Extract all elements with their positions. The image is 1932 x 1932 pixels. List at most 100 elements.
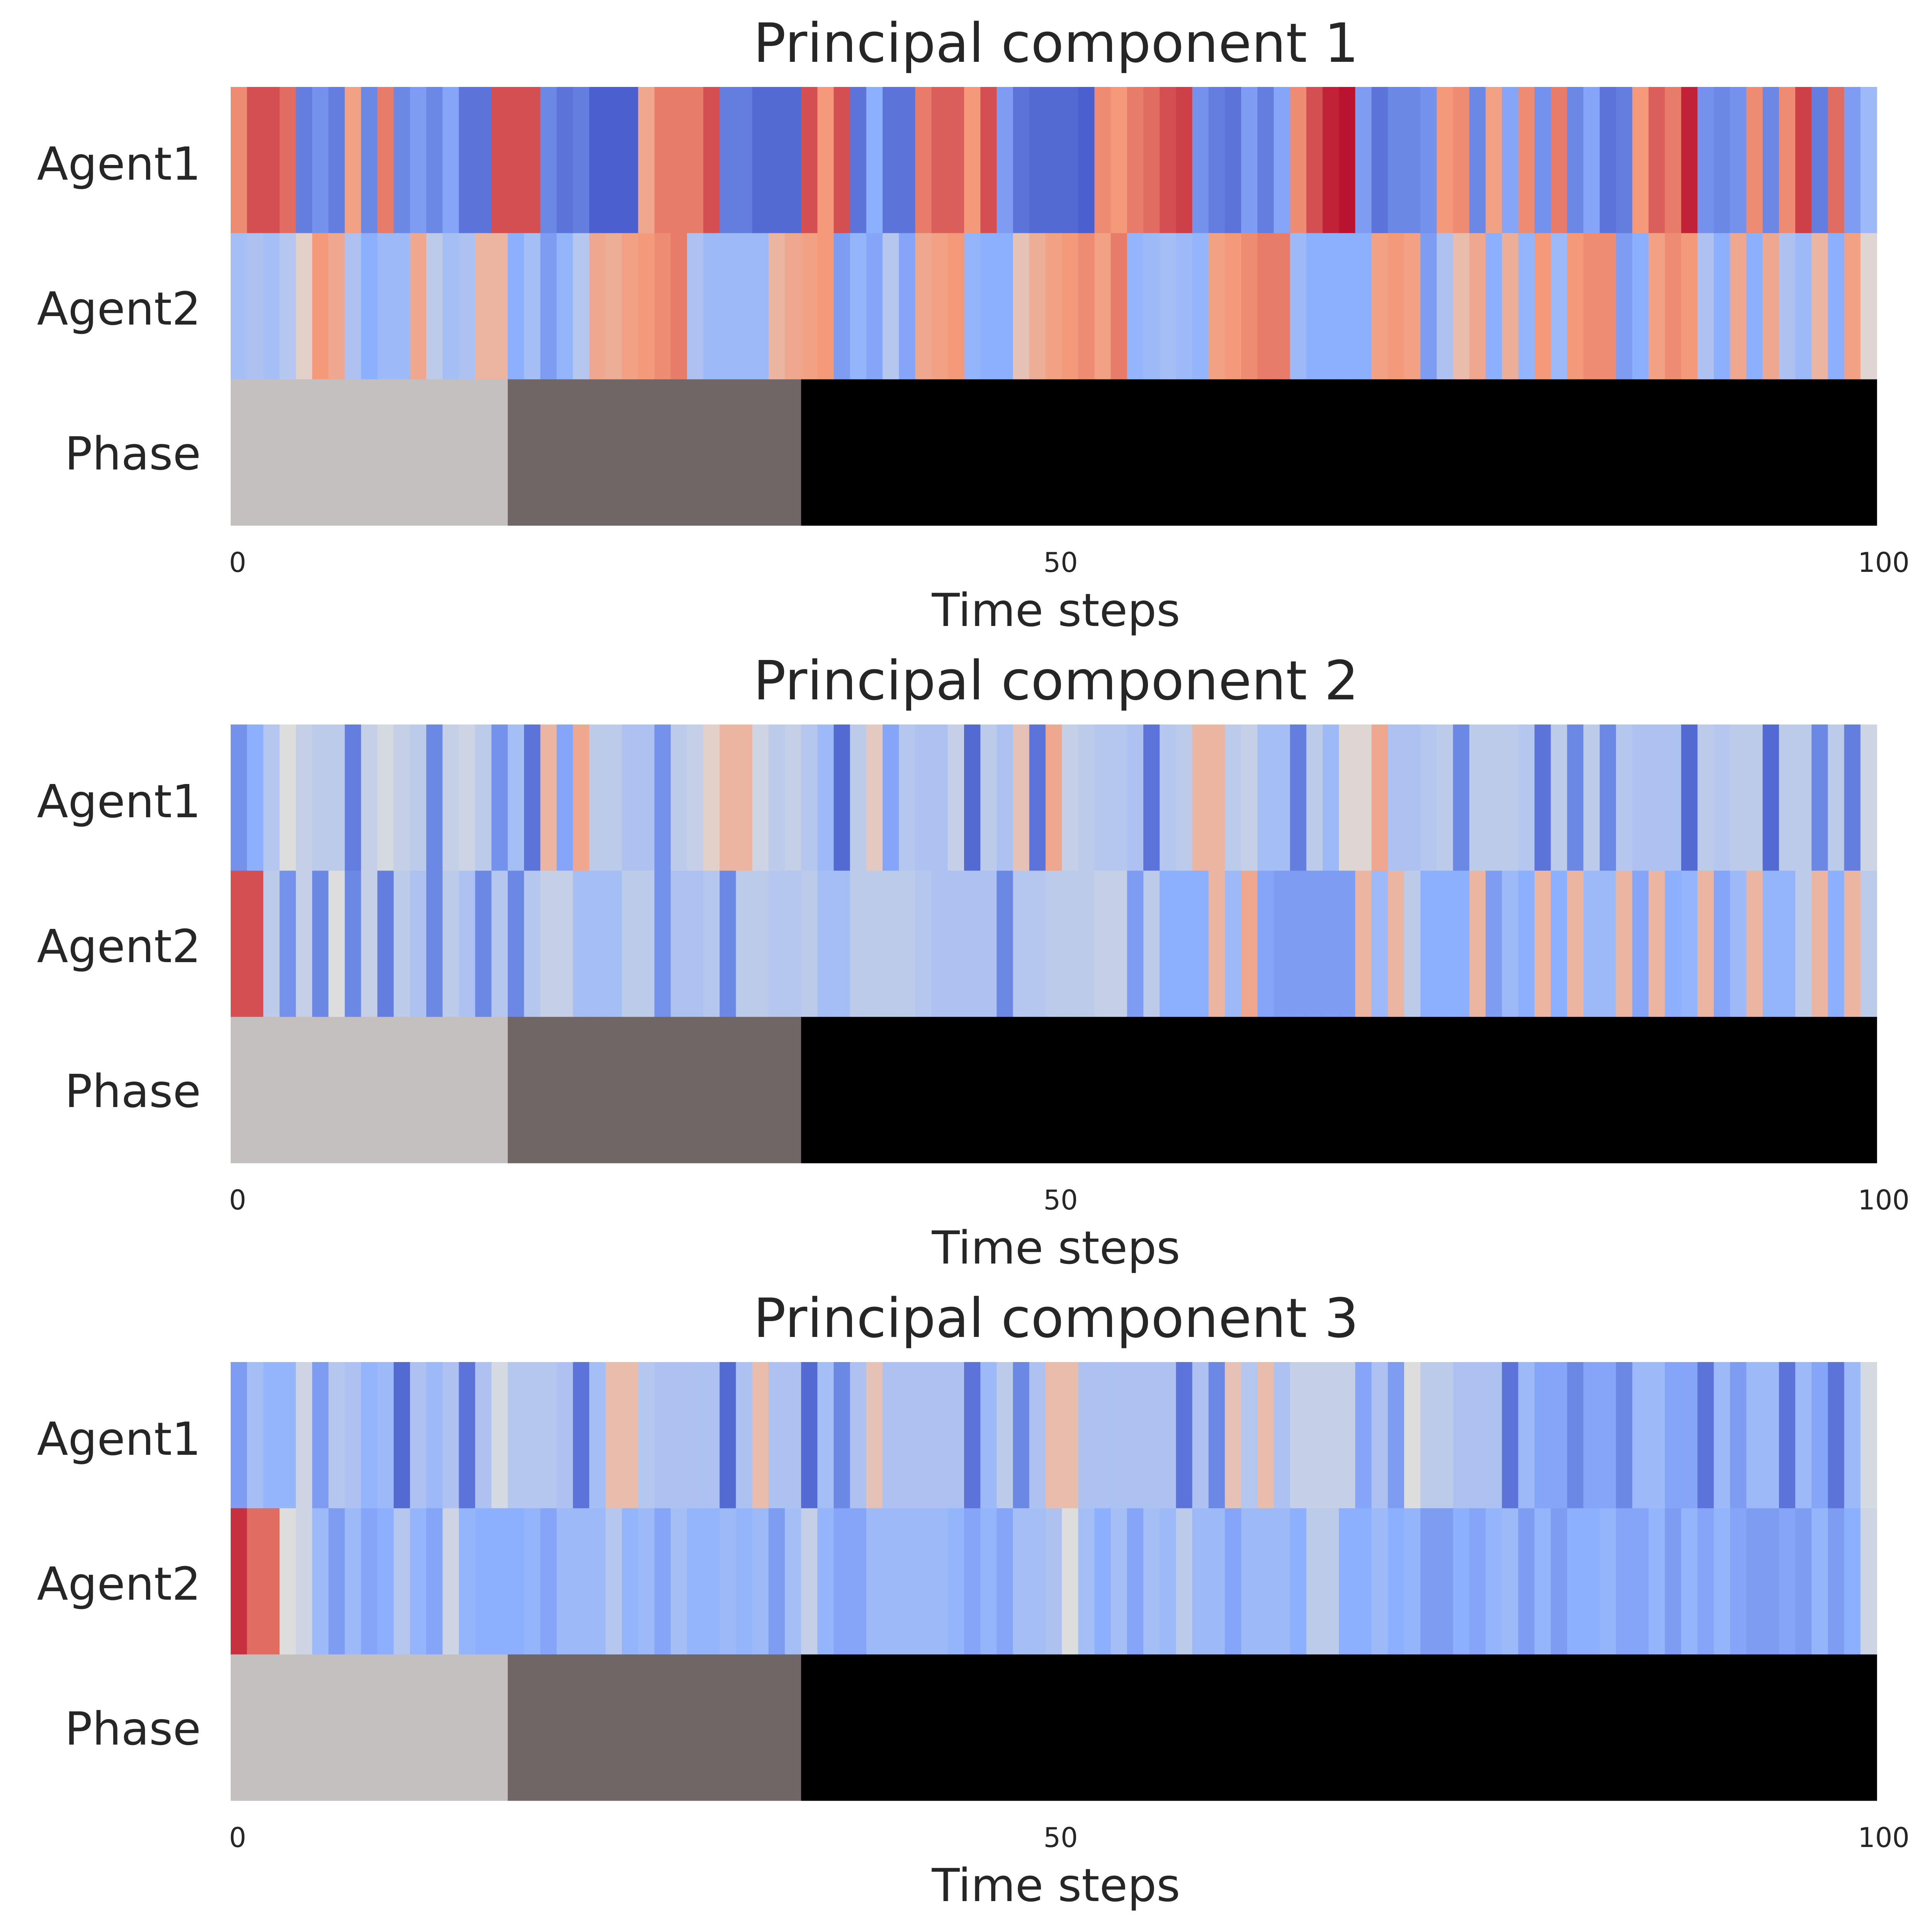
heatmap-cell-1-agent2-94 — [1762, 233, 1779, 380]
heatmap-cell-1-agent2-72 — [1404, 233, 1421, 380]
heatmap-cell-3-phase-33 — [768, 1654, 785, 1801]
heatmap-cell-1-agent1-80 — [1534, 87, 1551, 233]
heatmap-cell-1-agent2-5 — [312, 233, 329, 380]
heatmap-cell-3-phase-18 — [524, 1654, 541, 1801]
heatmap-cell-2-phase-46 — [980, 1017, 997, 1163]
heatmap-cell-1-agent1-69 — [1355, 87, 1372, 233]
heatmap-cell-2-agent2-38 — [850, 871, 867, 1017]
heatmap-cell-1-agent1-16 — [491, 87, 508, 233]
heatmap-cell-2-agent1-62 — [1241, 724, 1258, 871]
heatmap-cell-1-phase-70 — [1371, 379, 1388, 526]
heatmap-cell-3-phase-56 — [1143, 1654, 1160, 1801]
heatmap-cell-1-agent1-12 — [426, 87, 443, 233]
panel-1-cells — [231, 87, 1877, 526]
heatmap-cell-2-phase-1 — [247, 1017, 264, 1163]
heatmap-cell-1-phase-53 — [1094, 379, 1111, 526]
heatmap-cell-2-agent1-93 — [1746, 724, 1763, 871]
heatmap-cell-3-phase-77 — [1485, 1654, 1502, 1801]
heatmap-cell-2-agent2-95 — [1779, 871, 1796, 1017]
heatmap-cell-3-agent1-58 — [1176, 1362, 1193, 1509]
heatmap-cell-2-agent2-29 — [703, 871, 720, 1017]
heatmap-cell-2-agent2-35 — [801, 871, 818, 1017]
heatmap-cell-2-agent1-15 — [475, 724, 492, 871]
heatmap-cell-1-agent2-68 — [1339, 233, 1356, 380]
heatmap-cell-1-phase-87 — [1648, 379, 1665, 526]
heatmap-cell-2-agent2-32 — [752, 871, 769, 1017]
heatmap-cell-3-agent2-64 — [1274, 1508, 1291, 1655]
heatmap-cell-3-agent2-92 — [1730, 1508, 1747, 1655]
heatmap-cell-2-agent1-17 — [508, 724, 525, 871]
heatmap-cell-2-agent2-53 — [1094, 871, 1111, 1017]
heatmap-cell-2-agent1-60 — [1208, 724, 1225, 871]
heatmap-cell-1-agent1-26 — [654, 87, 671, 233]
heatmap-cell-1-agent2-47 — [997, 233, 1014, 380]
heatmap-cell-3-phase-78 — [1502, 1654, 1519, 1801]
heatmap-cell-3-agent2-56 — [1143, 1508, 1160, 1655]
heatmap-cell-2-phase-20 — [556, 1017, 573, 1163]
heatmap-cell-1-agent1-32 — [752, 87, 769, 233]
heatmap-cell-2-agent1-5 — [312, 724, 329, 871]
panel-3-x-tick-0: 0 — [229, 1822, 247, 1854]
heatmap-cell-2-agent2-94 — [1762, 871, 1779, 1017]
heatmap-cell-2-agent1-78 — [1502, 724, 1519, 871]
heatmap-cell-3-agent2-34 — [785, 1508, 802, 1655]
heatmap-cell-2-agent2-75 — [1453, 871, 1470, 1017]
heatmap-cell-1-agent2-69 — [1355, 233, 1372, 380]
heatmap-cell-3-agent1-65 — [1290, 1362, 1307, 1509]
heatmap-cell-2-agent1-32 — [752, 724, 769, 871]
heatmap-cell-1-phase-6 — [328, 379, 345, 526]
heatmap-cell-3-phase-85 — [1616, 1654, 1633, 1801]
heatmap-cell-2-phase-87 — [1648, 1017, 1665, 1163]
heatmap-cell-1-agent1-7 — [345, 87, 362, 233]
heatmap-cell-2-phase-25 — [638, 1017, 655, 1163]
heatmap-cell-3-agent1-32 — [752, 1362, 769, 1509]
heatmap-cell-3-phase-5 — [312, 1654, 329, 1801]
heatmap-cell-2-agent2-80 — [1534, 871, 1551, 1017]
heatmap-cell-2-agent2-31 — [736, 871, 753, 1017]
heatmap-cell-2-agent2-47 — [997, 871, 1014, 1017]
heatmap-cell-1-agent2-81 — [1551, 233, 1568, 380]
heatmap-cell-3-phase-19 — [540, 1654, 557, 1801]
heatmap-cell-2-agent2-23 — [605, 871, 622, 1017]
heatmap-cell-2-agent1-94 — [1762, 724, 1779, 871]
heatmap-cell-3-phase-38 — [850, 1654, 867, 1801]
heatmap-cell-2-phase-8 — [361, 1017, 378, 1163]
heatmap-cell-3-phase-90 — [1697, 1654, 1714, 1801]
heatmap-cell-2-agent2-60 — [1208, 871, 1225, 1017]
heatmap-cell-2-phase-60 — [1208, 1017, 1225, 1163]
heatmap-cell-2-agent2-98 — [1828, 871, 1845, 1017]
heatmap-cell-2-agent1-19 — [540, 724, 557, 871]
heatmap-cell-3-agent2-41 — [899, 1508, 916, 1655]
heatmap-cell-2-agent2-69 — [1355, 871, 1372, 1017]
heatmap-cell-1-phase-62 — [1241, 379, 1258, 526]
heatmap-cell-3-agent1-5 — [312, 1362, 329, 1509]
heatmap-cell-3-agent2-11 — [410, 1508, 427, 1655]
heatmap-cell-1-phase-42 — [915, 379, 932, 526]
heatmap-cell-2-agent2-4 — [296, 871, 313, 1017]
heatmap-cell-3-phase-46 — [980, 1654, 997, 1801]
heatmap-cell-3-agent1-33 — [768, 1362, 785, 1509]
heatmap-cell-3-phase-65 — [1290, 1654, 1307, 1801]
heatmap-cell-2-phase-99 — [1844, 1017, 1861, 1163]
heatmap-cell-2-phase-62 — [1241, 1017, 1258, 1163]
heatmap-cell-3-agent1-0 — [231, 1362, 247, 1509]
heatmap-cell-2-phase-95 — [1779, 1017, 1796, 1163]
heatmap-cell-3-agent2-79 — [1518, 1508, 1535, 1655]
heatmap-cell-3-agent1-99 — [1844, 1362, 1861, 1509]
heatmap-cell-3-phase-30 — [719, 1654, 736, 1801]
heatmap-cell-1-agent2-71 — [1388, 233, 1405, 380]
heatmap-cell-3-agent1-12 — [426, 1362, 443, 1509]
heatmap-cell-3-agent1-51 — [1062, 1362, 1079, 1509]
heatmap-cell-3-agent2-91 — [1714, 1508, 1731, 1655]
heatmap-cell-1-phase-68 — [1339, 379, 1356, 526]
heatmap-cell-2-agent1-87 — [1648, 724, 1665, 871]
heatmap-cell-3-phase-40 — [883, 1654, 900, 1801]
heatmap-cell-2-agent2-78 — [1502, 871, 1519, 1017]
heatmap-cell-1-agent2-54 — [1111, 233, 1128, 380]
heatmap-cell-1-agent1-6 — [328, 87, 345, 233]
heatmap-cell-1-phase-44 — [947, 379, 964, 526]
heatmap-cell-1-phase-72 — [1404, 379, 1421, 526]
heatmap-cell-3-agent1-70 — [1371, 1362, 1388, 1509]
heatmap-cell-2-agent2-52 — [1078, 871, 1095, 1017]
heatmap-cell-2-agent2-9 — [377, 871, 394, 1017]
